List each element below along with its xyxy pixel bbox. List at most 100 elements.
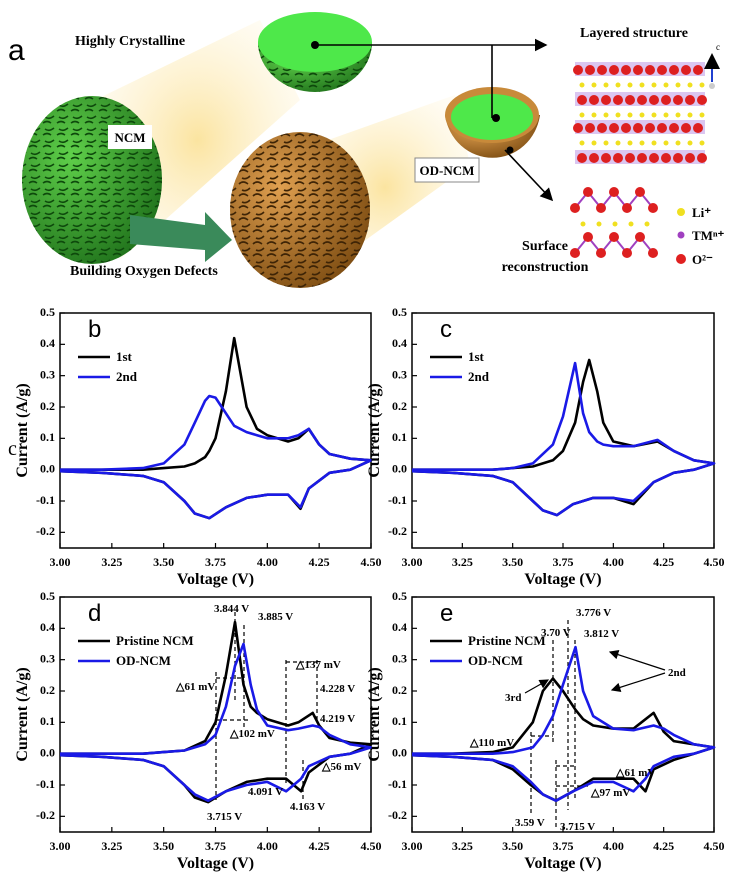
atom-o: [601, 95, 611, 105]
atom-o: [625, 153, 635, 163]
y-tick-label: 0.3: [392, 367, 407, 381]
origin: [709, 83, 715, 89]
atom-o: [637, 95, 647, 105]
atom-o: [601, 153, 611, 163]
x-tick-label: 3.75: [205, 555, 226, 569]
atom-li: [579, 140, 585, 146]
atom-o: [609, 123, 619, 133]
x-tick-label: 3.25: [452, 839, 473, 853]
x-axis-label: Voltage (V): [524, 855, 601, 872]
atom-o: [585, 123, 595, 133]
atom-o: [589, 95, 599, 105]
legend-label: OD-NCM: [468, 653, 523, 668]
y-tick-label: -0.2: [36, 524, 55, 538]
atom-o: [685, 95, 695, 105]
atom-o: [693, 123, 703, 133]
legend-label: Pristine NCM: [468, 633, 546, 648]
atom-o: [573, 65, 583, 75]
y-tick-label: 0.0: [40, 461, 55, 475]
legend-text: TMⁿ⁺: [692, 228, 724, 243]
atom-li: [699, 140, 705, 146]
atom-o: [661, 95, 671, 105]
atom-o: [657, 123, 667, 133]
atom-o: [583, 187, 593, 197]
atom-o: [669, 123, 679, 133]
legend-li: [677, 208, 685, 216]
x-tick-label: 3.25: [101, 839, 122, 853]
atom-o: [622, 203, 632, 213]
legend-label: 1st: [116, 349, 133, 364]
atom-li: [615, 140, 621, 146]
atom-li: [663, 82, 669, 88]
x-tick-label: 3.25: [452, 555, 473, 569]
x-tick-label: 3.50: [502, 839, 523, 853]
atom-o: [589, 153, 599, 163]
x-tick-label: 3.50: [153, 555, 174, 569]
atom-o: [635, 232, 645, 242]
annotation: 3.776 V: [576, 607, 611, 619]
legend-o: [676, 254, 686, 264]
atom-li: [603, 140, 609, 146]
y-tick-label: 0.2: [392, 683, 407, 697]
x-tick-label: 4.25: [309, 555, 330, 569]
y-tick-label: -0.2: [36, 808, 55, 822]
atom-li: [612, 221, 618, 227]
annotation: 3.715 V: [207, 811, 242, 823]
y-tick-label: 0.4: [392, 620, 407, 634]
atom-o: [681, 123, 691, 133]
x-axis-label: Voltage (V): [524, 571, 601, 588]
panel-label: b: [88, 316, 101, 343]
atom-li: [615, 82, 621, 88]
x-tick-label: 4.25: [309, 839, 330, 853]
y-axis-label: Current (A/g): [366, 667, 383, 761]
annotation: 4.219 V: [320, 713, 355, 725]
x-tick-label: 3.00: [50, 839, 71, 853]
cv-curve: [411, 358, 716, 517]
atom-li: [675, 82, 681, 88]
atom-o: [648, 248, 658, 258]
atom-li: [651, 82, 657, 88]
atom-li: [580, 221, 586, 227]
x-tick-label: 4.50: [361, 839, 382, 853]
y-tick-label: 0.0: [40, 745, 55, 759]
atom-o: [621, 65, 631, 75]
atom-o: [609, 65, 619, 75]
cv-curve: [59, 620, 373, 804]
legend-text: Li⁺: [692, 205, 711, 220]
y-axis-label: Current (A/g): [14, 667, 31, 761]
panel-label: c: [440, 316, 452, 343]
legend-label: 2nd: [468, 369, 490, 384]
annotation: 2nd: [668, 667, 686, 679]
cv-curve: [59, 394, 373, 520]
atom-li: [663, 140, 669, 146]
annotation: △61 mV: [175, 681, 215, 693]
y-tick-label: 0.0: [392, 745, 407, 759]
atom-li: [591, 112, 597, 118]
x-tick-label: 3.25: [101, 555, 122, 569]
panel-label: e: [440, 600, 453, 627]
annotation: △56 mV: [321, 761, 361, 773]
annotation: 3.885 V: [258, 611, 293, 623]
atom-o: [633, 65, 643, 75]
y-tick-label: 0.5: [392, 305, 407, 319]
y-tick-label: 0.5: [40, 305, 55, 319]
arrow: [504, 149, 554, 202]
atom-li: [579, 112, 585, 118]
annotation: 3.812 V: [584, 628, 619, 640]
atom-o: [577, 153, 587, 163]
y-tick-label: 0.4: [40, 620, 55, 634]
atom-li: [639, 82, 645, 88]
legend-label: 1st: [468, 349, 485, 364]
atom-li: [644, 221, 650, 227]
x-tick-label: 3.50: [502, 555, 523, 569]
y-tick-label: 0.3: [40, 367, 55, 381]
x-tick-label: 4.00: [257, 555, 278, 569]
panel-label: a: [8, 34, 25, 67]
label: NCM: [114, 130, 145, 145]
y-axis-label: Current (A/g): [366, 383, 383, 477]
big-arrow: [130, 212, 232, 262]
atom-o: [649, 95, 659, 105]
atom-o: [622, 248, 632, 258]
atom-o: [633, 123, 643, 133]
atom-o: [597, 123, 607, 133]
